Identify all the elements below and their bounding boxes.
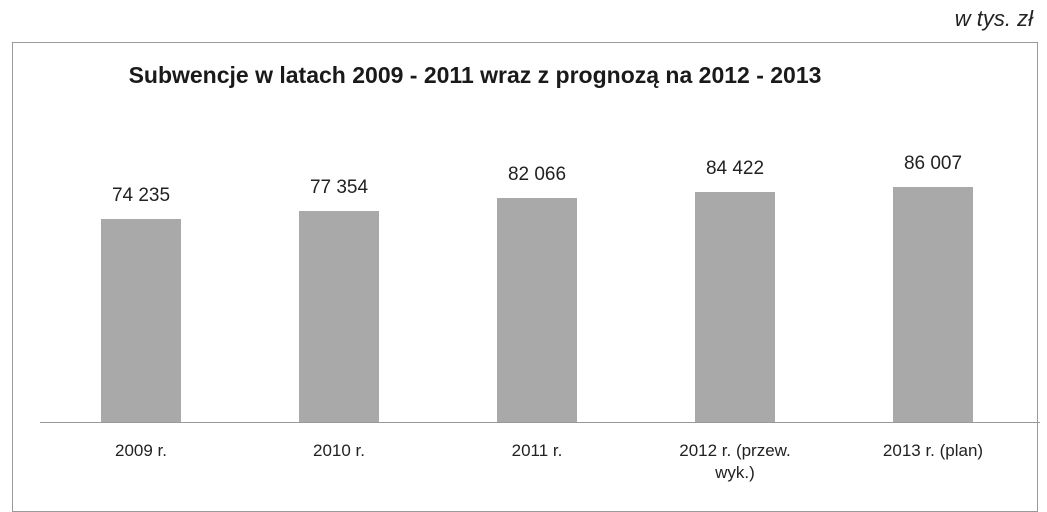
value-label: 86 007 [903,153,963,175]
bar [497,197,577,422]
bar [299,210,379,422]
value-label: 84 422 [705,157,765,179]
bar [101,219,181,422]
x-tick-label: 2012 r. (przew. wyk.) [679,441,791,482]
x-tick-label: 2011 r. [511,441,563,460]
value-label: 82 066 [507,163,567,185]
value-label: 74 235 [111,185,171,207]
x-tick-label: 2009 r. [115,441,167,460]
x-tick-label: 2010 r. [313,441,365,460]
baseline [40,422,1040,423]
unit-label: w tys. zł [954,6,1033,31]
value-label: 77 354 [309,176,369,198]
bar [695,191,775,422]
bar [893,187,973,422]
x-tick-label: 2013 r. (plan) [882,441,984,460]
chart-title: Subwencje w latach 2009 - 2011 wraz z pr… [128,62,822,88]
